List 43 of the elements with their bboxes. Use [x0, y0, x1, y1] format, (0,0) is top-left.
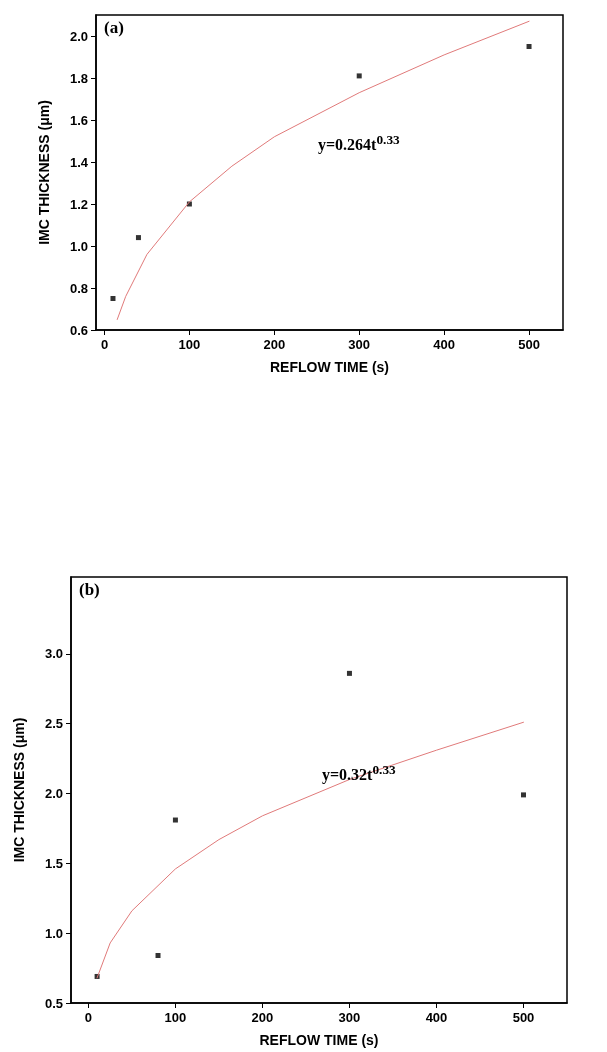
x-tick-label: 500 [518, 337, 540, 352]
x-tick-label: 200 [263, 337, 286, 352]
y-axis-title: IMC THICKNESS (μm) [36, 100, 52, 245]
point [346, 670, 352, 676]
x-tick-label: 100 [178, 337, 201, 352]
point [520, 792, 526, 798]
x-tick-label: 400 [425, 1010, 448, 1025]
y-tick-label: 2.5 [44, 716, 63, 732]
y-tick-label: 0.5 [44, 995, 63, 1011]
x-tick-label: 200 [251, 1010, 274, 1025]
y-tick-label: 3.0 [44, 646, 63, 662]
x-axis-title: REFLOW TIME (s) [270, 359, 389, 375]
x-axis-title: REFLOW TIME (s) [259, 1032, 379, 1048]
x-tick-label: 300 [338, 1010, 361, 1025]
x-tick-label: 500 [512, 1010, 535, 1025]
y-tick-label: 1.0 [69, 238, 88, 254]
point [526, 44, 532, 49]
y-tick-label: 1.8 [69, 70, 88, 86]
chart-title: (a) [104, 18, 124, 37]
annotation: y=0.32t$^{0.33}$ [322, 761, 396, 786]
point [135, 235, 141, 241]
annotation: y=0.264t$^{0.33}$ [318, 131, 400, 156]
y-tick-label: 1.4 [69, 154, 89, 170]
y-tick-label: 1.6 [69, 112, 88, 128]
x-tick-label: 0 [84, 1010, 93, 1025]
point [110, 296, 116, 301]
y-tick-label: 1.2 [69, 196, 88, 212]
x-tick-label: 100 [164, 1010, 187, 1025]
y-tick-label: 2.0 [69, 28, 88, 44]
point [172, 817, 178, 823]
y-tick-label: 0.8 [69, 280, 88, 296]
chart-title: (b) [79, 580, 100, 599]
y-tick-label: 1.5 [44, 855, 63, 871]
x-tick-label: 400 [433, 337, 455, 352]
point [155, 953, 161, 959]
line-series [96, 721, 524, 979]
x-tick-label: 300 [348, 337, 371, 352]
y-tick-label: 1.0 [44, 925, 63, 941]
point [356, 73, 362, 79]
y-axis-title: IMC THICKNESS (μm) [11, 717, 27, 863]
y-tick-label: 0.6 [69, 322, 88, 338]
x-tick-label: 0 [100, 337, 109, 352]
y-tick-label: 2.0 [44, 785, 63, 801]
